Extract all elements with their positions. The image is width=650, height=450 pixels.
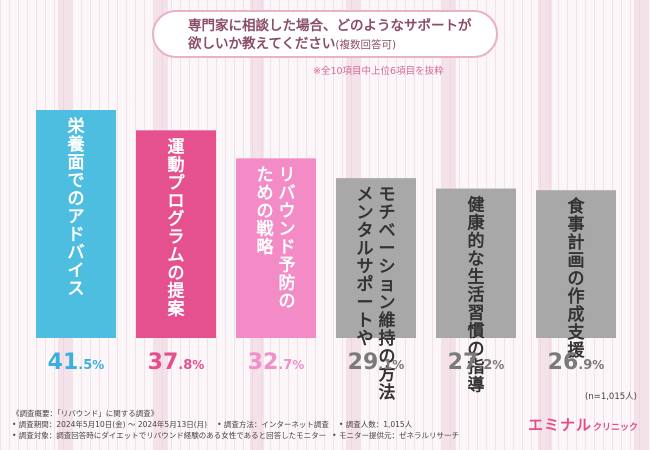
category-label-1-col-1: 栄養面でのアドバイス (67, 116, 86, 299)
logo-sub: クリニック (593, 423, 639, 433)
footer-row-2: • 調査期間：2024年5月10日(金) ～ 2024年5月13日(月) • 調査… (12, 419, 459, 430)
category-label-5-col-1: 健康的な生活習慣の指導 (468, 195, 486, 396)
category-label-4-col-2: メンタルサポートや (357, 185, 374, 349)
category-label-6-col-1: 食事計画の作成支援 (568, 196, 586, 361)
footer-method: • 調査方法：インターネット調査 (217, 420, 329, 429)
title-line-2-sub: (複数回答可) (335, 39, 397, 51)
survey-footer: 《調査概要：「リバウンド」に関する調査》 • 調査期間：2024年5月10日(金… (12, 408, 459, 441)
title-line-2: 欲しいか教えてください(複数回答可) (188, 35, 496, 54)
title-line-1: 専門家に相談した場合、どのようなサポートが (188, 18, 472, 34)
selection-note: ※全10項目中上位6項目を抜粋 (313, 66, 444, 77)
logo-main: エミナル (528, 416, 593, 434)
category-label-4-col-1: モチベーション維持の方法 (379, 185, 396, 403)
value-label-3: 32.7% (248, 350, 305, 375)
bar-6 (536, 190, 616, 338)
bar-3 (236, 158, 316, 338)
bar-5 (436, 188, 516, 338)
value-label-5: 27.2% (448, 350, 505, 375)
category-label-2-col-1: 運動プログラムの提案 (167, 137, 186, 319)
bar-1 (36, 110, 116, 338)
category-label-3-col-1: リバウンド予防の (279, 165, 296, 311)
value-label-1: 41.5% (48, 350, 105, 375)
clinic-logo: エミナルクリニック (528, 414, 638, 435)
footer-survey-title: 《調査概要：「リバウンド」に関する調査》 (12, 409, 159, 418)
category-label-3-col-2: ための戦略 (257, 165, 275, 257)
footer-provider: • モニター提供元：ゼネラルリサーチ (332, 431, 459, 440)
bar-2 (136, 130, 216, 338)
footer-target: • 調査対象：調査回答時にダイエットでリバウンド経験のある女性であると回答したモ… (12, 431, 327, 440)
bar-4 (336, 178, 416, 338)
footer-row-1: 《調査概要：「リバウンド」に関する調査》 (12, 408, 459, 419)
title-line-2-main: 欲しいか教えてください (188, 36, 336, 52)
footer-period: • 調査期間：2024年5月10日(金) ～ 2024年5月13日(月) (12, 420, 208, 429)
footer-count: • 調査人数：1,015人 (338, 420, 413, 429)
footer-row-3: • 調査対象：調査回答時にダイエットでリバウンド経験のある女性であると回答したモ… (12, 430, 459, 441)
title-box: 専門家に相談した場合、どのようなサポートが 欲しいか教えてください(複数回答可) (152, 10, 498, 58)
value-label-2: 37.8% (148, 350, 205, 375)
sample-size-label: (n=1,015人) (585, 392, 637, 402)
value-label-4: 29.1% (348, 350, 405, 375)
value-label-6: 26.9% (548, 350, 605, 375)
